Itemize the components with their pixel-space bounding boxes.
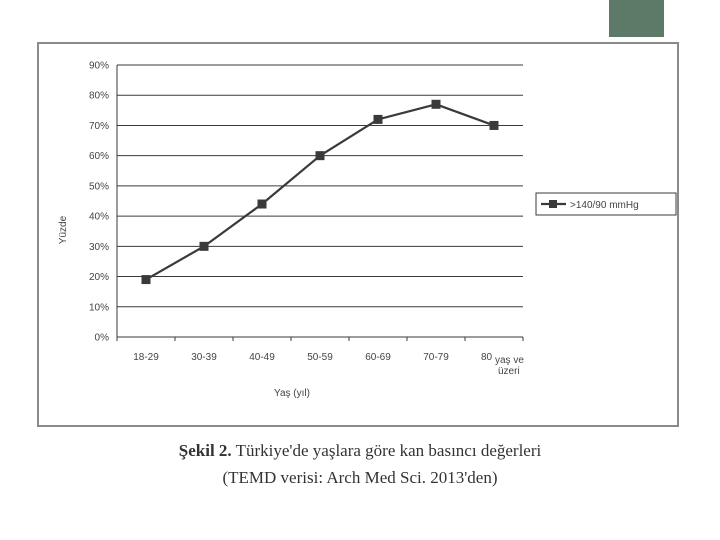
y-tick-label: 90% — [89, 61, 109, 72]
x-axis-title: Yaş (yıl) — [274, 388, 310, 399]
y-tick-label: 30% — [89, 242, 109, 253]
y-axis-title: Yüzde — [58, 215, 69, 244]
x-tick-label: 40-49 — [249, 352, 275, 363]
corner-decoration — [609, 0, 664, 37]
y-tick-label: 40% — [89, 212, 109, 223]
x-tick-label: 18-29 — [133, 352, 159, 363]
data-point-marker — [141, 275, 151, 285]
data-point-marker — [489, 120, 499, 130]
figure-caption: Şekil 2. Türkiye'de yaşlara göre kan bas… — [0, 441, 720, 461]
figure-frame — [37, 42, 679, 427]
caption-label: Şekil 2. — [178, 441, 232, 460]
x-tick-label: 60-69 — [365, 352, 391, 363]
y-tick-label: 20% — [89, 272, 109, 283]
caption-text: Türkiye'de yaşlara göre kan basıncı değe… — [231, 441, 542, 460]
y-tick-label: 80% — [89, 91, 109, 102]
y-tick-label: 70% — [89, 121, 109, 132]
data-point-marker — [431, 99, 441, 109]
y-tick-label: 0% — [95, 333, 110, 344]
series-line — [145, 103, 495, 281]
legend-label: >140/90 mmHg — [570, 200, 639, 211]
x-tick-label: 80 — [481, 352, 493, 363]
x-tick-label: 50-59 — [307, 352, 333, 363]
x-tick-label: yaş ve — [495, 355, 524, 366]
y-tick-label: 10% — [89, 302, 109, 313]
data-point-marker — [199, 241, 209, 251]
x-tick-label: üzeri — [498, 366, 520, 377]
caption-source: (TEMD verisi: Arch Med Sci. 2013'den) — [222, 468, 498, 487]
x-tick-label: 30-39 — [191, 352, 217, 363]
y-tick-label: 60% — [89, 151, 109, 162]
y-tick-label: 50% — [89, 181, 109, 192]
data-point-marker — [373, 114, 383, 124]
x-tick-label: 70-79 — [423, 352, 449, 363]
legend-marker — [549, 200, 557, 208]
data-point-marker — [257, 199, 267, 209]
legend-box — [535, 192, 677, 216]
data-point-marker — [315, 151, 325, 161]
